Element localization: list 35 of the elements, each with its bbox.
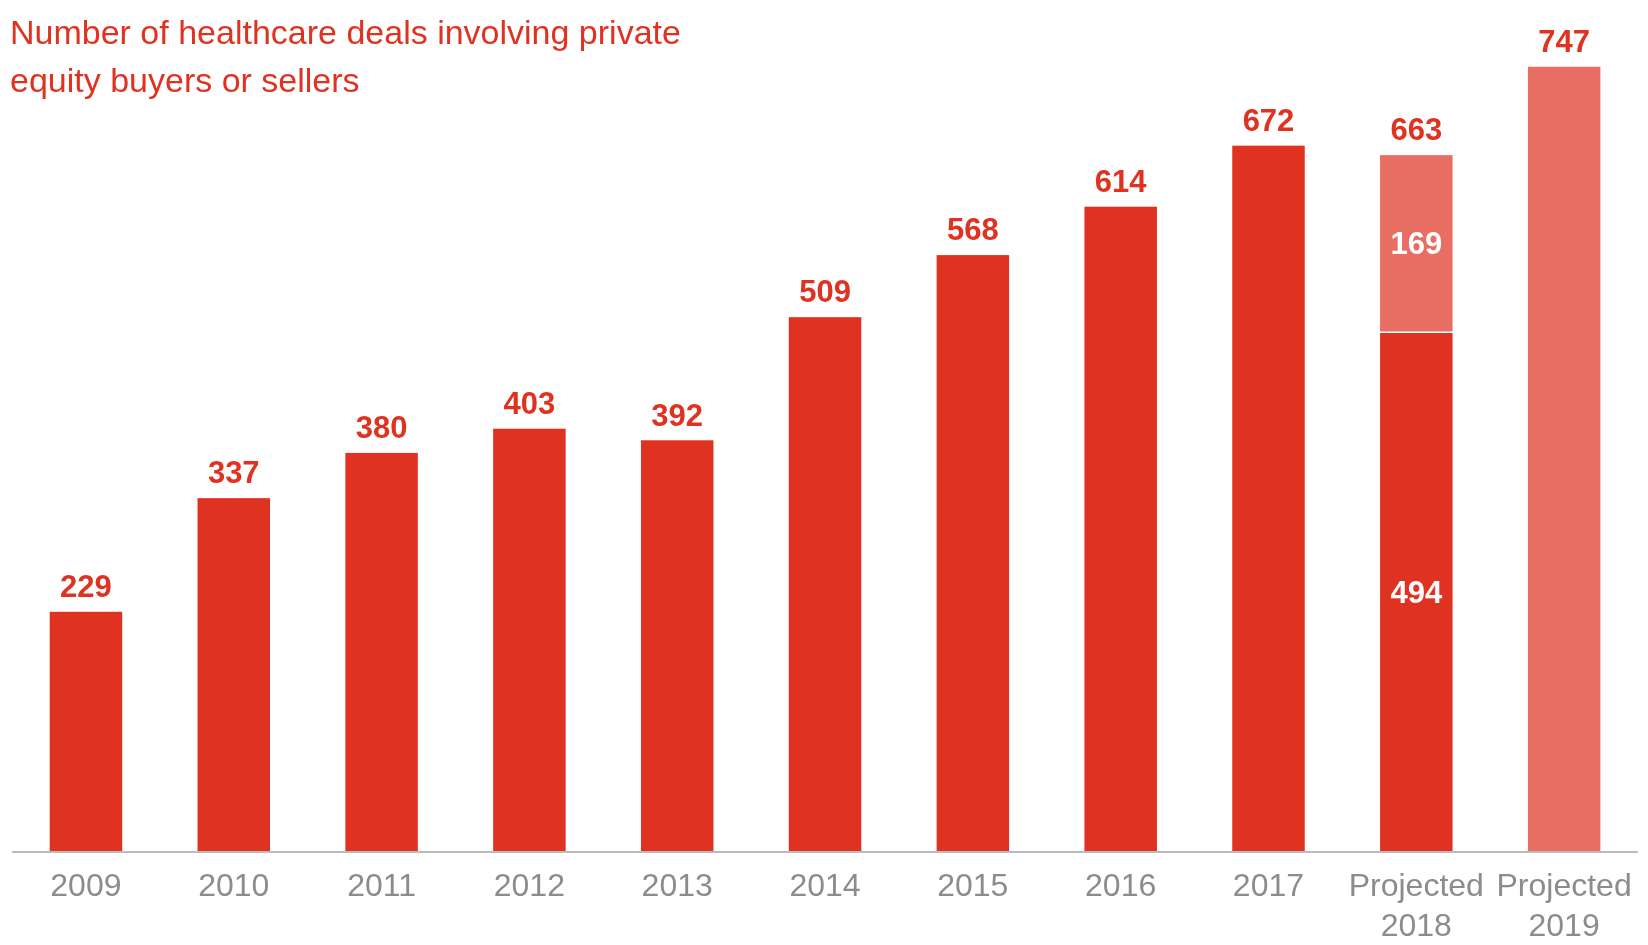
data-label: 229 (60, 569, 112, 605)
bar (1230, 144, 1307, 853)
total-label: 663 (1390, 112, 1443, 148)
data-label: 614 (1094, 163, 1148, 199)
x-tick-label: 2014 (789, 867, 861, 903)
bar (787, 315, 863, 853)
data-label: 380 (355, 410, 408, 446)
data-label: 392 (651, 397, 704, 433)
bar (639, 438, 715, 853)
data-label: 337 (207, 455, 260, 491)
data-label: 403 (503, 385, 556, 421)
bar (935, 253, 1011, 853)
bar (48, 610, 124, 853)
x-tick-label: Projected 2019 (1496, 867, 1632, 943)
x-tick-label: 2010 (198, 867, 270, 903)
data-label: 568 (947, 212, 999, 248)
bar (491, 427, 568, 853)
data-label: 494 (1390, 575, 1443, 611)
bar (1082, 205, 1159, 853)
x-tick-label: 2012 (493, 867, 565, 903)
bar (343, 451, 420, 853)
x-tick-label: 2017 (1232, 867, 1305, 903)
bar (1526, 65, 1602, 853)
x-tick-label: Projected 2018 (1348, 867, 1484, 943)
data-label: 672 (1242, 102, 1295, 138)
x-tick-label: 2016 (1085, 867, 1157, 903)
bar (196, 496, 272, 853)
x-tick-label: 2013 (641, 867, 713, 903)
x-tick-label: 2009 (50, 867, 122, 903)
chart-title: Number of healthcare deals involving private equity buyers or sellers (10, 12, 682, 101)
x-tick-label: 2011 (347, 867, 416, 903)
data-label: 747 (1538, 24, 1590, 59)
data-label: 509 (799, 274, 851, 310)
data-label: 169 (1390, 226, 1443, 262)
x-tick-label: 2015 (937, 867, 1009, 903)
